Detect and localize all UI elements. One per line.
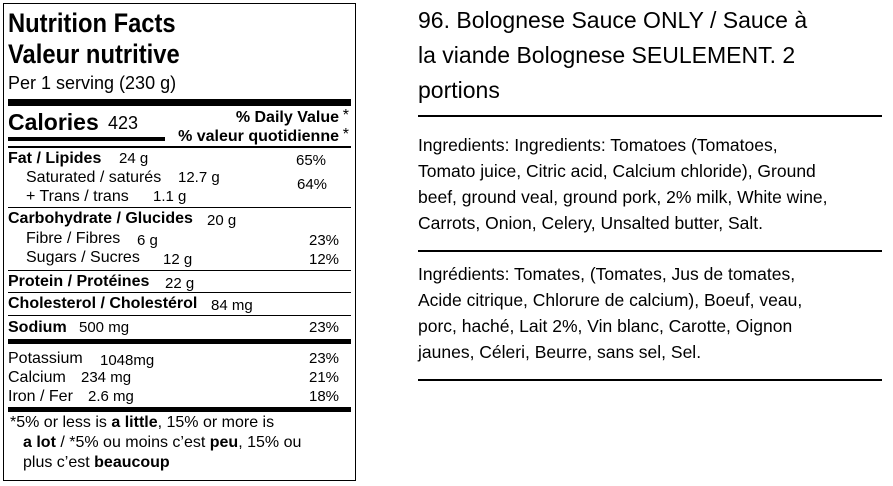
serving-size: Per 1 serving (230 g) — [8, 73, 177, 93]
row-label: Sodium — [8, 319, 67, 336]
ingredients-en-line: Tomato juice, Citric acid, Calcium chlor… — [418, 161, 816, 181]
calories-label: Calories — [8, 109, 99, 135]
thick-rule-bottom — [8, 407, 351, 412]
daily-value-label-en: % Daily Value — [235, 109, 339, 126]
footnote-line-3: plus c’est beaucoup — [23, 454, 170, 471]
row-amount: 12.7 g — [178, 169, 220, 186]
row-amount: 12 g — [163, 251, 193, 268]
row-amount: 6 g — [137, 232, 158, 249]
calories-value: 423 — [108, 113, 139, 133]
row-dv: 23% — [309, 232, 340, 249]
row-amount: 1.1 g — [153, 188, 187, 205]
row-rule — [8, 270, 351, 271]
row-label: Sugars / Sucres — [26, 249, 140, 266]
calories-rule — [8, 137, 165, 141]
thick-rule-middle — [8, 339, 351, 344]
nutrition-facts-panel: Nutrition Facts Valeur nutritive Per 1 s… — [3, 3, 356, 481]
divider-1 — [418, 115, 882, 117]
ingredients-en-line: Ingredients: Ingredients: Tomatoes (Toma… — [418, 135, 778, 155]
row-rule — [8, 292, 351, 293]
nutrition-title-en: Nutrition Facts — [8, 8, 176, 38]
footnote-line-1: *5% or less is a little, 15% or more is — [10, 414, 275, 431]
row-label: Cholesterol / Cholestérol — [8, 295, 198, 312]
row-amount: 84 mg — [211, 297, 253, 314]
row-label: Fibre / Fibres — [26, 230, 121, 247]
row-label: Potassium — [8, 350, 83, 367]
row-label: + Trans / trans — [26, 188, 129, 205]
row-dv: 64% — [297, 176, 328, 193]
ingredients-en-line: Carrots, Onion, Celery, Unsalted butter,… — [418, 213, 763, 233]
product-title-line-2: la viande Bolognese SEULEMENT. 2 — [418, 42, 796, 68]
row-amount: 1048mg — [100, 352, 155, 369]
ingredients-fr-line: Acide citrique, Chlorure de calcium), Bo… — [418, 290, 803, 310]
daily-value-star-2: * — [342, 126, 349, 143]
row-amount: 500 mg — [79, 319, 130, 336]
row-dv: 12% — [309, 251, 340, 268]
ingredients-fr-line: Ingrédients: Tomates, (Tomates, Jus de t… — [418, 264, 796, 284]
row-dv: 23% — [309, 350, 340, 367]
row-label: Fat / Lipides — [8, 150, 102, 167]
row-dv: 21% — [309, 369, 340, 386]
row-rule — [8, 207, 351, 208]
product-title-line-1: 96. Bolognese Sauce ONLY / Sauce à — [418, 7, 808, 33]
footnote-line-2: a lot / *5% ou moins c’est peu, 15% ou — [23, 434, 302, 451]
row-label: Carbohydrate / Glucides — [8, 210, 193, 227]
row-dv: 65% — [296, 152, 327, 169]
ingredients-fr-line: jaunes, Céleri, Beurre, sans sel, Sel. — [418, 342, 702, 362]
ingredients-fr-line: porc, haché, Lait 2%, Vin blanc, Carotte… — [418, 316, 793, 336]
row-amount: 22 g — [165, 275, 195, 292]
row-rule — [8, 315, 351, 316]
thick-rule-top — [8, 99, 351, 106]
ingredients-en-line: beef, ground veal, ground pork, 2% milk,… — [418, 187, 828, 207]
divider-3 — [418, 379, 882, 381]
row-dv: 18% — [309, 388, 340, 405]
row-label: Saturated / saturés — [26, 169, 162, 186]
row-amount: 20 g — [207, 212, 237, 229]
row-amount: 234 mg — [81, 369, 132, 386]
divider-2 — [418, 250, 882, 252]
product-title-line-3: portions — [418, 77, 500, 103]
nutrition-title-fr: Valeur nutritive — [8, 39, 180, 69]
daily-value-star-1: * — [342, 107, 349, 124]
row-amount: 2.6 mg — [88, 388, 134, 405]
row-amount: 24 g — [119, 150, 149, 167]
rule-after-dv — [8, 146, 351, 148]
row-dv: 23% — [309, 319, 340, 336]
row-label: Protein / Protéines — [8, 273, 150, 290]
row-label: Iron / Fer — [8, 388, 73, 405]
daily-value-label-fr: % valeur quotidienne — [178, 128, 339, 145]
row-label: Calcium — [8, 369, 66, 386]
